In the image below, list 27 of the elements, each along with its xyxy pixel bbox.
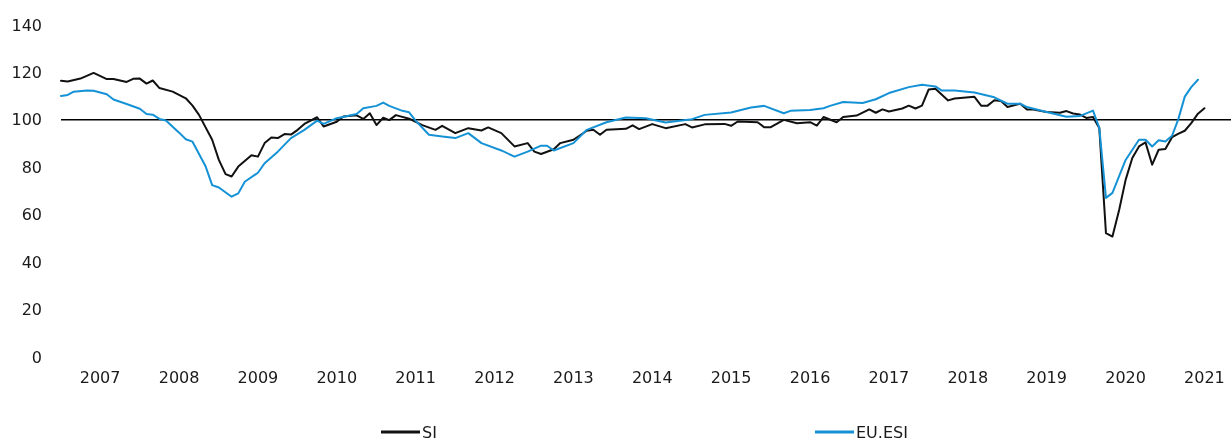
x-tick-label: 2007 (79, 368, 121, 387)
x-tick-label: 2014 (631, 368, 673, 387)
y-tick-label: 20 (21, 300, 42, 320)
x-tick-label: 2018 (947, 368, 989, 387)
x-tick-label: 2013 (553, 368, 594, 387)
y-tick-label: 140 (11, 15, 42, 35)
x-tick-label: 2011 (395, 368, 436, 387)
x-tick-label: 2021 (1184, 368, 1225, 387)
y-tick-label: 120 (11, 63, 42, 83)
x-tick-label: 2019 (1026, 368, 1067, 387)
x-tick-label: 2020 (1105, 368, 1146, 387)
y-tick-label: 40 (21, 252, 42, 272)
x-tick-label: 2017 (868, 368, 910, 387)
legend-label: SI (422, 422, 437, 439)
x-tick-label: 2008 (158, 368, 200, 387)
x-tick-label: 2009 (237, 368, 279, 387)
x-tick-label: 2012 (474, 368, 515, 387)
y-tick-label: 100 (11, 110, 42, 130)
x-tick-label: 2010 (316, 368, 358, 387)
line-series (60, 78, 1199, 199)
legend-label: EU.ESI (856, 422, 908, 439)
y-tick-label: 60 (21, 205, 42, 225)
line-series (60, 71, 1206, 238)
y-tick-label: 80 (21, 157, 42, 177)
y-tick-label: 0 (31, 347, 42, 367)
x-tick-label: 2016 (789, 368, 831, 387)
x-tick-label: 2015 (710, 368, 752, 387)
